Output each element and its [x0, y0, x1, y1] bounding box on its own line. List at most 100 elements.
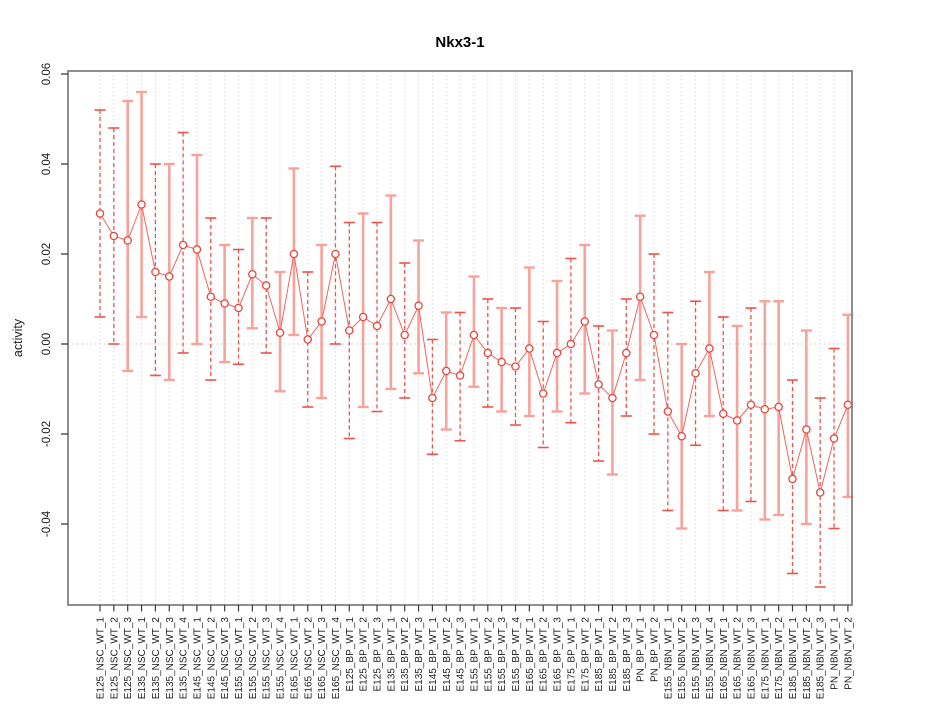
- data-point: [788, 474, 797, 484]
- x-tick-label: E125_NSC_WT_2: [109, 617, 120, 700]
- x-tick-label: E155_NSC_WT_4: [276, 617, 287, 700]
- x-tick-label: E125_NSC_WT_1: [96, 617, 107, 700]
- x-tick-label: E175_NBN_WT_2: [774, 617, 785, 700]
- x-tick-label: E155_NSC_WT_3: [262, 617, 273, 700]
- x-tick-label: PN_BP_WT_2: [650, 617, 661, 682]
- x-tick-label: E165_BP_WT_2: [539, 617, 550, 692]
- y-tick-label: 0.06: [41, 63, 53, 85]
- x-tick-label: E185_BP_WT_2: [608, 617, 619, 692]
- x-tick-label: E135_BP_WT_2: [400, 617, 411, 692]
- x-tick-label: E155_BP_WT_1: [469, 617, 480, 692]
- x-tick-label: E185_NBN_WT_2: [802, 617, 813, 700]
- data-point: [164, 272, 174, 281]
- data-point: [760, 404, 770, 414]
- data-point: [303, 335, 312, 344]
- y-tick-label: 0.00: [41, 333, 53, 355]
- x-tick-label: E125_NSC_WT_3: [123, 617, 134, 700]
- data-point: [317, 317, 326, 326]
- x-tick-label: E165_NBN_WT_1: [719, 617, 730, 700]
- data-point: [275, 328, 285, 337]
- x-tick-label: E125_BP_WT_1: [345, 617, 356, 692]
- data-point: [580, 317, 590, 326]
- x-tick-label: E135_NSC_WT_1: [137, 617, 148, 700]
- data-point: [538, 389, 548, 398]
- data-point: [261, 281, 271, 290]
- data-point: [234, 303, 243, 313]
- x-tick-label: E155_NBN_WT_2: [677, 617, 688, 700]
- x-tick-label: E155_NSC_WT_2: [248, 617, 259, 700]
- data-point: [511, 362, 520, 371]
- data-point: [400, 330, 409, 340]
- y-tick-label: -0.02: [41, 421, 53, 447]
- data-point: [192, 245, 202, 254]
- data-point: [843, 400, 853, 409]
- data-point: [220, 299, 229, 308]
- data-point: [815, 488, 825, 497]
- data-point: [469, 330, 479, 340]
- x-tick-label: E155_BP_WT_2: [483, 617, 494, 692]
- data-point: [289, 249, 299, 259]
- data-point: [497, 357, 506, 367]
- data-point: [719, 409, 728, 418]
- data-point: [248, 269, 257, 279]
- data-point: [483, 348, 493, 358]
- x-tick-label: E185_BP_WT_1: [594, 617, 605, 692]
- data-point: [331, 249, 340, 259]
- data-point: [206, 292, 216, 301]
- x-tick-label: E135_NSC_WT_2: [151, 617, 162, 700]
- x-tick-label: PN_NBN_WT_2: [843, 617, 854, 690]
- x-tick-label: PN_NBN_WT_1: [830, 617, 841, 690]
- x-tick-label: E155_BP_WT_3: [497, 617, 508, 692]
- x-tick-label: E165_NBN_WT_2: [733, 617, 744, 700]
- data-point: [178, 240, 188, 250]
- x-tick-label: E145_BP_WT_3: [456, 617, 467, 692]
- data-point: [594, 380, 603, 389]
- data-point: [428, 393, 437, 403]
- x-tick-label: E165_NSC_WT_2: [303, 617, 314, 700]
- data-point: [635, 292, 645, 301]
- x-tick-label: E165_NSC_WT_1: [289, 617, 300, 700]
- data-point: [802, 425, 811, 434]
- data-point: [137, 200, 146, 209]
- x-tick-label: E175_BP_WT_2: [580, 617, 591, 692]
- x-tick-label: E145_BP_WT_2: [442, 617, 453, 692]
- data-point: [525, 344, 534, 353]
- x-tick-label: E145_NSC_WT_3: [220, 617, 231, 700]
- x-tick-label: E135_BP_WT_3: [414, 617, 425, 692]
- data-point: [95, 209, 105, 218]
- y-axis-label: activity: [11, 318, 25, 357]
- x-tick-label: E145_NSC_WT_2: [206, 617, 217, 700]
- data-point: [552, 348, 562, 358]
- chart-title: Nkx3-1: [435, 34, 484, 51]
- x-tick-label: E165_NSC_WT_3: [317, 617, 328, 700]
- x-tick-label: E155_NSC_WT_1: [234, 617, 245, 700]
- x-tick-label: E155_BP_WT_4: [511, 617, 522, 692]
- data-point: [123, 236, 132, 245]
- y-tick-label: 0.04: [41, 152, 53, 175]
- data-point: [455, 371, 465, 380]
- x-tick-label: E155_NBN_WT_1: [663, 617, 674, 700]
- data-point: [732, 416, 742, 425]
- x-tick-label: E185_BP_WT_3: [622, 617, 633, 692]
- data-point: [663, 407, 673, 416]
- data-point: [608, 393, 617, 403]
- data-point: [705, 344, 714, 353]
- x-tick-label: E165_NBN_WT_3: [746, 617, 757, 700]
- data-point: [649, 330, 659, 340]
- data-point: [151, 267, 160, 277]
- data-point: [746, 400, 756, 409]
- x-tick-label: E175_NBN_WT_1: [760, 617, 771, 700]
- data-point: [386, 294, 396, 304]
- data-point: [566, 339, 576, 349]
- data-point: [677, 431, 686, 441]
- y-tick-label: 0.02: [41, 243, 53, 265]
- y-tick-label: -0.04: [41, 510, 53, 537]
- x-tick-label: E185_NBN_WT_3: [816, 617, 827, 700]
- x-tick-label: E145_NSC_WT_1: [192, 617, 203, 700]
- data-point: [829, 434, 839, 443]
- x-tick-label: E165_BP_WT_1: [525, 617, 536, 692]
- x-tick-label: E125_BP_WT_3: [373, 617, 384, 692]
